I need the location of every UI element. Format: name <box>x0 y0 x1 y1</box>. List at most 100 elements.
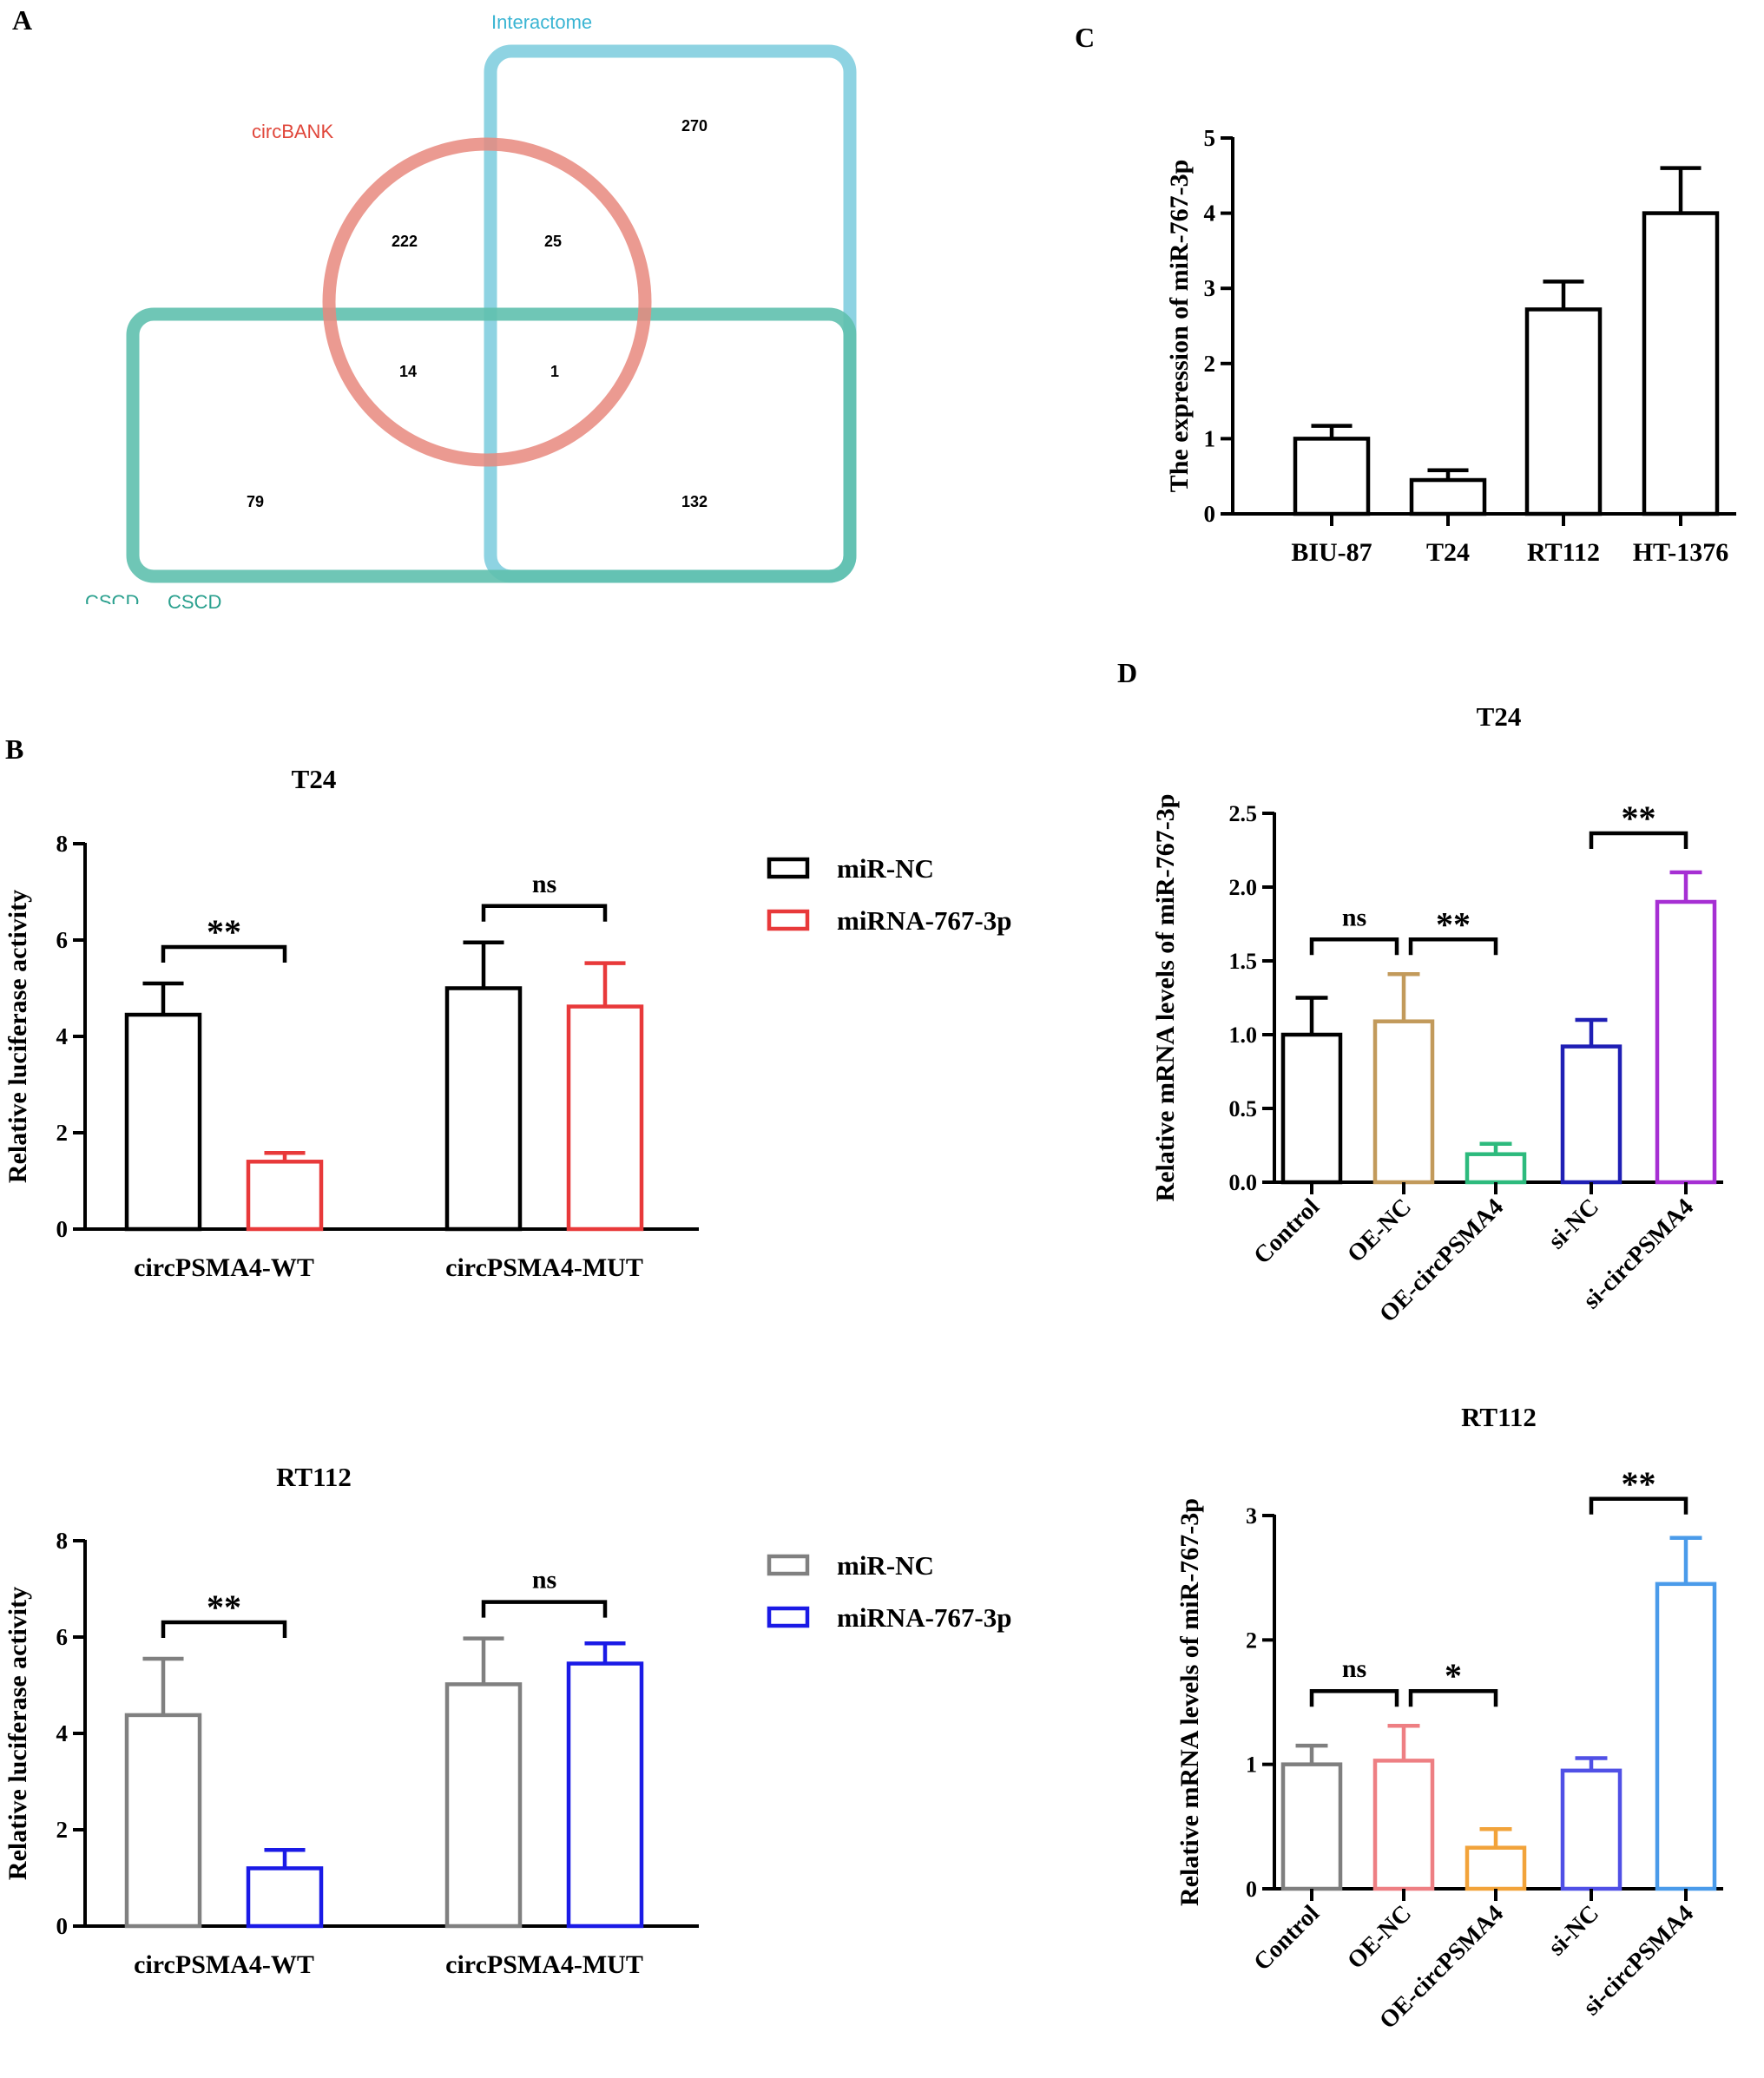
y-tick-label: 3 <box>1204 275 1216 301</box>
y-tick-label: 1.5 <box>1229 949 1258 974</box>
interactome-label: Interactome <box>491 11 592 33</box>
y-axis-label: Relative mRNA levels of miR-767-3p <box>1151 794 1180 1202</box>
bar-oe-nc <box>1372 1019 1435 1185</box>
venn-diagram: Interactome circBANK CSCD CSCD 270 222 2… <box>85 11 857 615</box>
x-tick-label: circPSMA4-WT <box>134 1950 314 1979</box>
bar-mir-nc <box>444 986 523 1232</box>
y-axis-label: Relative luciferase activity <box>3 1587 32 1880</box>
count-circbank-interactome: 25 <box>544 233 562 250</box>
count-interactome-only: 270 <box>681 117 708 135</box>
x-tick-label: Control <box>1248 1900 1325 1976</box>
y-tick-label: 4 <box>1204 201 1216 227</box>
bar-mir-nc <box>124 1012 202 1232</box>
bar-biu-87 <box>1293 437 1371 516</box>
legend-label: miRNA-767-3p <box>837 1602 1012 1633</box>
panel-label-b: B <box>5 733 23 765</box>
bar-si-circpsma4 <box>1655 899 1717 1185</box>
x-tick-label: OE-NC <box>1342 1900 1417 1975</box>
significance-label: * <box>1445 1656 1462 1695</box>
significance-bracket <box>1309 937 1399 956</box>
y-tick-label: 3 <box>1246 1503 1257 1529</box>
significance-bracket <box>481 904 608 922</box>
legend-swatch <box>767 857 810 879</box>
bar-si-circpsma4 <box>1655 1582 1717 1891</box>
significance-label: ** <box>1436 904 1471 944</box>
significance-label: ns <box>1342 1654 1366 1683</box>
bar-si-nc <box>1560 1044 1622 1185</box>
bar-si-nc <box>1560 1768 1622 1891</box>
count-interactome-cscd: 132 <box>681 493 708 510</box>
panel-label-c: C <box>1075 22 1095 53</box>
y-tick-label: 5 <box>1204 125 1216 151</box>
chart-title: T24 <box>1477 701 1522 732</box>
circbank-label: circBANK <box>252 121 333 142</box>
bar-oe-circpsma4 <box>1465 1845 1527 1891</box>
y-tick-label: 6 <box>56 1624 69 1650</box>
y-tick-label: 1.0 <box>1229 1023 1258 1048</box>
x-tick-label: circPSMA4-MUT <box>445 1253 643 1282</box>
bar-control <box>1280 1032 1343 1185</box>
y-tick-label: 2.0 <box>1229 875 1258 900</box>
cscd-set <box>126 307 857 583</box>
significance-label: ** <box>1622 799 1656 838</box>
significance-bracket <box>1589 831 1688 849</box>
y-tick-label: 4 <box>56 1720 69 1746</box>
panel-label-a: A <box>12 4 32 36</box>
x-tick-label: circPSMA4-MUT <box>445 1950 643 1979</box>
significance-bracket <box>1589 1496 1688 1515</box>
y-tick-label: 2.5 <box>1229 801 1258 826</box>
axes-d-rt112: 0 1 2 3 Relative mRNA levels of miR-767-3p RT… <box>1175 1402 1723 2035</box>
significance-bracket <box>1408 1688 1498 1707</box>
axes-b-t24: 0 2 4 6 8 Relative luciferase activity T24 circ… <box>3 764 1012 1282</box>
y-tick-label: 1 <box>1246 1752 1257 1778</box>
circbank-set <box>322 137 652 467</box>
y-tick-label: 8 <box>56 1528 69 1554</box>
x-tick-label: HT-1376 <box>1633 538 1729 567</box>
bar-mirna-767-3p <box>246 1160 324 1232</box>
count-circbank-only: 222 <box>392 233 418 250</box>
y-tick-label: 2 <box>56 1120 69 1146</box>
significance-bracket <box>1408 937 1498 956</box>
significance-label: ns <box>532 1566 556 1595</box>
x-tick-label: circPSMA4-WT <box>134 1253 314 1282</box>
x-tick-label: si-NC <box>1544 1900 1604 1961</box>
x-tick-label: RT112 <box>1527 538 1600 567</box>
chart-title: RT112 <box>1461 1402 1537 1432</box>
y-tick-label: 0 <box>56 1913 69 1939</box>
x-tick-label: OE-NC <box>1342 1194 1417 1268</box>
bar-rt112 <box>1524 307 1603 516</box>
x-tick-label: Control <box>1248 1194 1325 1270</box>
chart-title: RT112 <box>276 1462 352 1492</box>
y-axis-label: Relative mRNA levels of miR-767-3p <box>1175 1498 1204 1906</box>
y-tick-label: 2 <box>1204 351 1216 377</box>
significance-bracket <box>161 1620 287 1638</box>
significance-bracket <box>481 1600 608 1618</box>
significance-label: ** <box>1622 1464 1656 1503</box>
bar-ht-1376 <box>1642 211 1720 516</box>
legend-swatch <box>767 1606 810 1628</box>
count-all-three: 1 <box>550 363 559 380</box>
significance-label: ns <box>532 870 556 898</box>
y-axis-label: Relative luciferase activity <box>3 890 32 1183</box>
axes-b-rt112: 0 2 4 6 8 Relative luciferase activity RT112 ci… <box>3 1462 1012 1979</box>
cscd-ghost-mask <box>85 604 148 615</box>
count-cscd-only: 79 <box>247 493 264 510</box>
significance-label: ** <box>207 912 241 951</box>
legend-swatch <box>767 1554 810 1576</box>
chart-title: T24 <box>292 764 337 794</box>
bar-oe-nc <box>1372 1759 1435 1891</box>
bar-t24 <box>1409 477 1487 516</box>
y-tick-label: 8 <box>56 831 69 857</box>
x-tick-label: BIU-87 <box>1291 538 1372 567</box>
significance-bracket <box>1309 1688 1399 1707</box>
significance-label: ns <box>1342 903 1366 931</box>
y-tick-label: 0 <box>56 1216 69 1242</box>
bar-oe-circpsma4 <box>1465 1152 1527 1185</box>
bar-mir-nc <box>124 1713 202 1929</box>
y-axis-label: The expression of miR-767-3p <box>1165 160 1194 493</box>
y-tick-label: 6 <box>56 927 69 953</box>
x-tick-label: si-NC <box>1544 1194 1604 1254</box>
bar-mirna-767-3p <box>566 1004 644 1232</box>
panel-label-d: D <box>1117 657 1137 688</box>
